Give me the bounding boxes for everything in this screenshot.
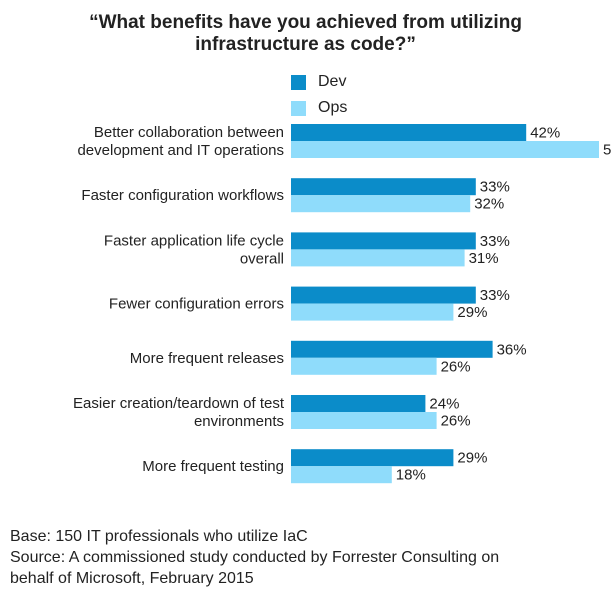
value-label: 55% xyxy=(603,142,611,159)
category-label-line: environments xyxy=(194,413,284,430)
value-label: 26% xyxy=(441,358,471,375)
bar-dev xyxy=(291,340,493,358)
bar-dev xyxy=(291,232,476,250)
bar-dev xyxy=(291,178,476,196)
category-label: Faster configuration workflows xyxy=(81,187,284,204)
bar-dev xyxy=(291,286,476,304)
footer-source-line-2: behalf of Microsoft, February 2015 xyxy=(10,570,254,587)
chart-legend: Dev Ops xyxy=(291,71,347,123)
value-label: 36% xyxy=(497,341,527,358)
category-label-line: More frequent releases xyxy=(130,350,284,367)
bar-ops xyxy=(291,357,437,375)
category-label: Easier creation/teardown of test environm… xyxy=(73,395,285,430)
bar-ops xyxy=(291,412,437,429)
value-label: 18% xyxy=(396,467,426,484)
bar-ops xyxy=(291,466,392,484)
category-label-line: Faster configuration workflows xyxy=(81,187,284,204)
chart-title-line-1: “What benefits have you achieved from ut… xyxy=(89,12,522,33)
bar-ops xyxy=(291,249,465,267)
category-label: Faster application life cycle overall xyxy=(104,232,284,267)
chart-title-line-2: infrastructure as code?” xyxy=(195,34,416,55)
category-label-line: Easier creation/teardown of test xyxy=(73,395,285,412)
category-label-line: Fewer configuration errors xyxy=(109,296,284,313)
chart-title: “What benefits have you achieved from ut… xyxy=(0,12,611,56)
category-label: Better collaboration between development … xyxy=(77,124,284,159)
value-label: 33% xyxy=(480,233,510,250)
category-label: Fewer configuration errors xyxy=(109,296,284,313)
category-label-line: Faster application life cycle xyxy=(104,232,284,249)
legend-item-dev: Dev xyxy=(291,71,347,93)
value-label: 24% xyxy=(429,396,459,413)
value-label: 31% xyxy=(469,250,499,267)
value-label: 29% xyxy=(457,450,487,467)
bar-ops xyxy=(291,195,471,213)
category-label-line: More frequent testing xyxy=(142,458,284,475)
category-label-line: overall xyxy=(240,250,284,267)
category-label: More frequent releases xyxy=(130,350,284,367)
bar-ops xyxy=(291,303,454,321)
footer-base: Base: 150 IT professionals who utilize I… xyxy=(10,528,308,545)
legend-label-ops: Ops xyxy=(318,99,348,116)
category-label: More frequent testing xyxy=(142,458,284,475)
chart-footer: Base: 150 IT professionals who utilize I… xyxy=(10,526,499,589)
legend-swatch-dev xyxy=(291,74,306,90)
value-label: 32% xyxy=(474,196,504,213)
category-label-line: development and IT operations xyxy=(77,142,284,159)
footer-source-line-1: Source: A commissioned study conducted b… xyxy=(10,549,500,566)
value-label: 29% xyxy=(457,304,487,321)
value-label: 33% xyxy=(480,179,510,196)
value-label: 26% xyxy=(441,413,471,430)
legend-swatch-ops xyxy=(291,100,306,116)
value-label: 42% xyxy=(530,125,560,142)
bar-dev xyxy=(291,124,527,141)
legend-item-ops: Ops xyxy=(291,97,347,119)
bar-dev xyxy=(291,449,454,467)
bar-ops xyxy=(291,141,599,158)
category-label-line: Better collaboration between xyxy=(94,124,284,141)
bar-chart: Better collaboration between development … xyxy=(73,124,611,484)
bar-dev xyxy=(291,395,426,412)
value-label: 33% xyxy=(480,287,510,304)
legend-label-dev: Dev xyxy=(318,73,347,90)
